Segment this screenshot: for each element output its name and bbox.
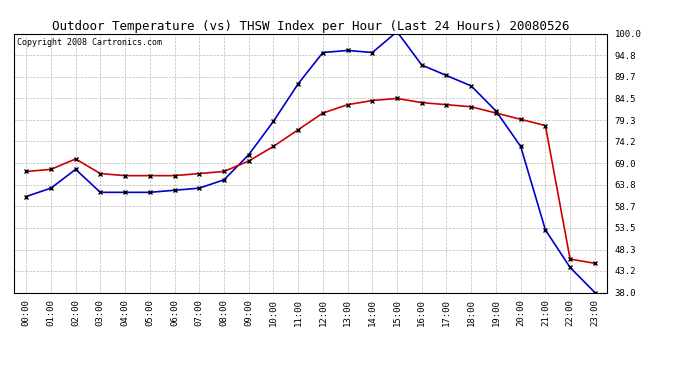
Title: Outdoor Temperature (vs) THSW Index per Hour (Last 24 Hours) 20080526: Outdoor Temperature (vs) THSW Index per … [52, 20, 569, 33]
Text: Copyright 2008 Cartronics.com: Copyright 2008 Cartronics.com [17, 38, 161, 46]
